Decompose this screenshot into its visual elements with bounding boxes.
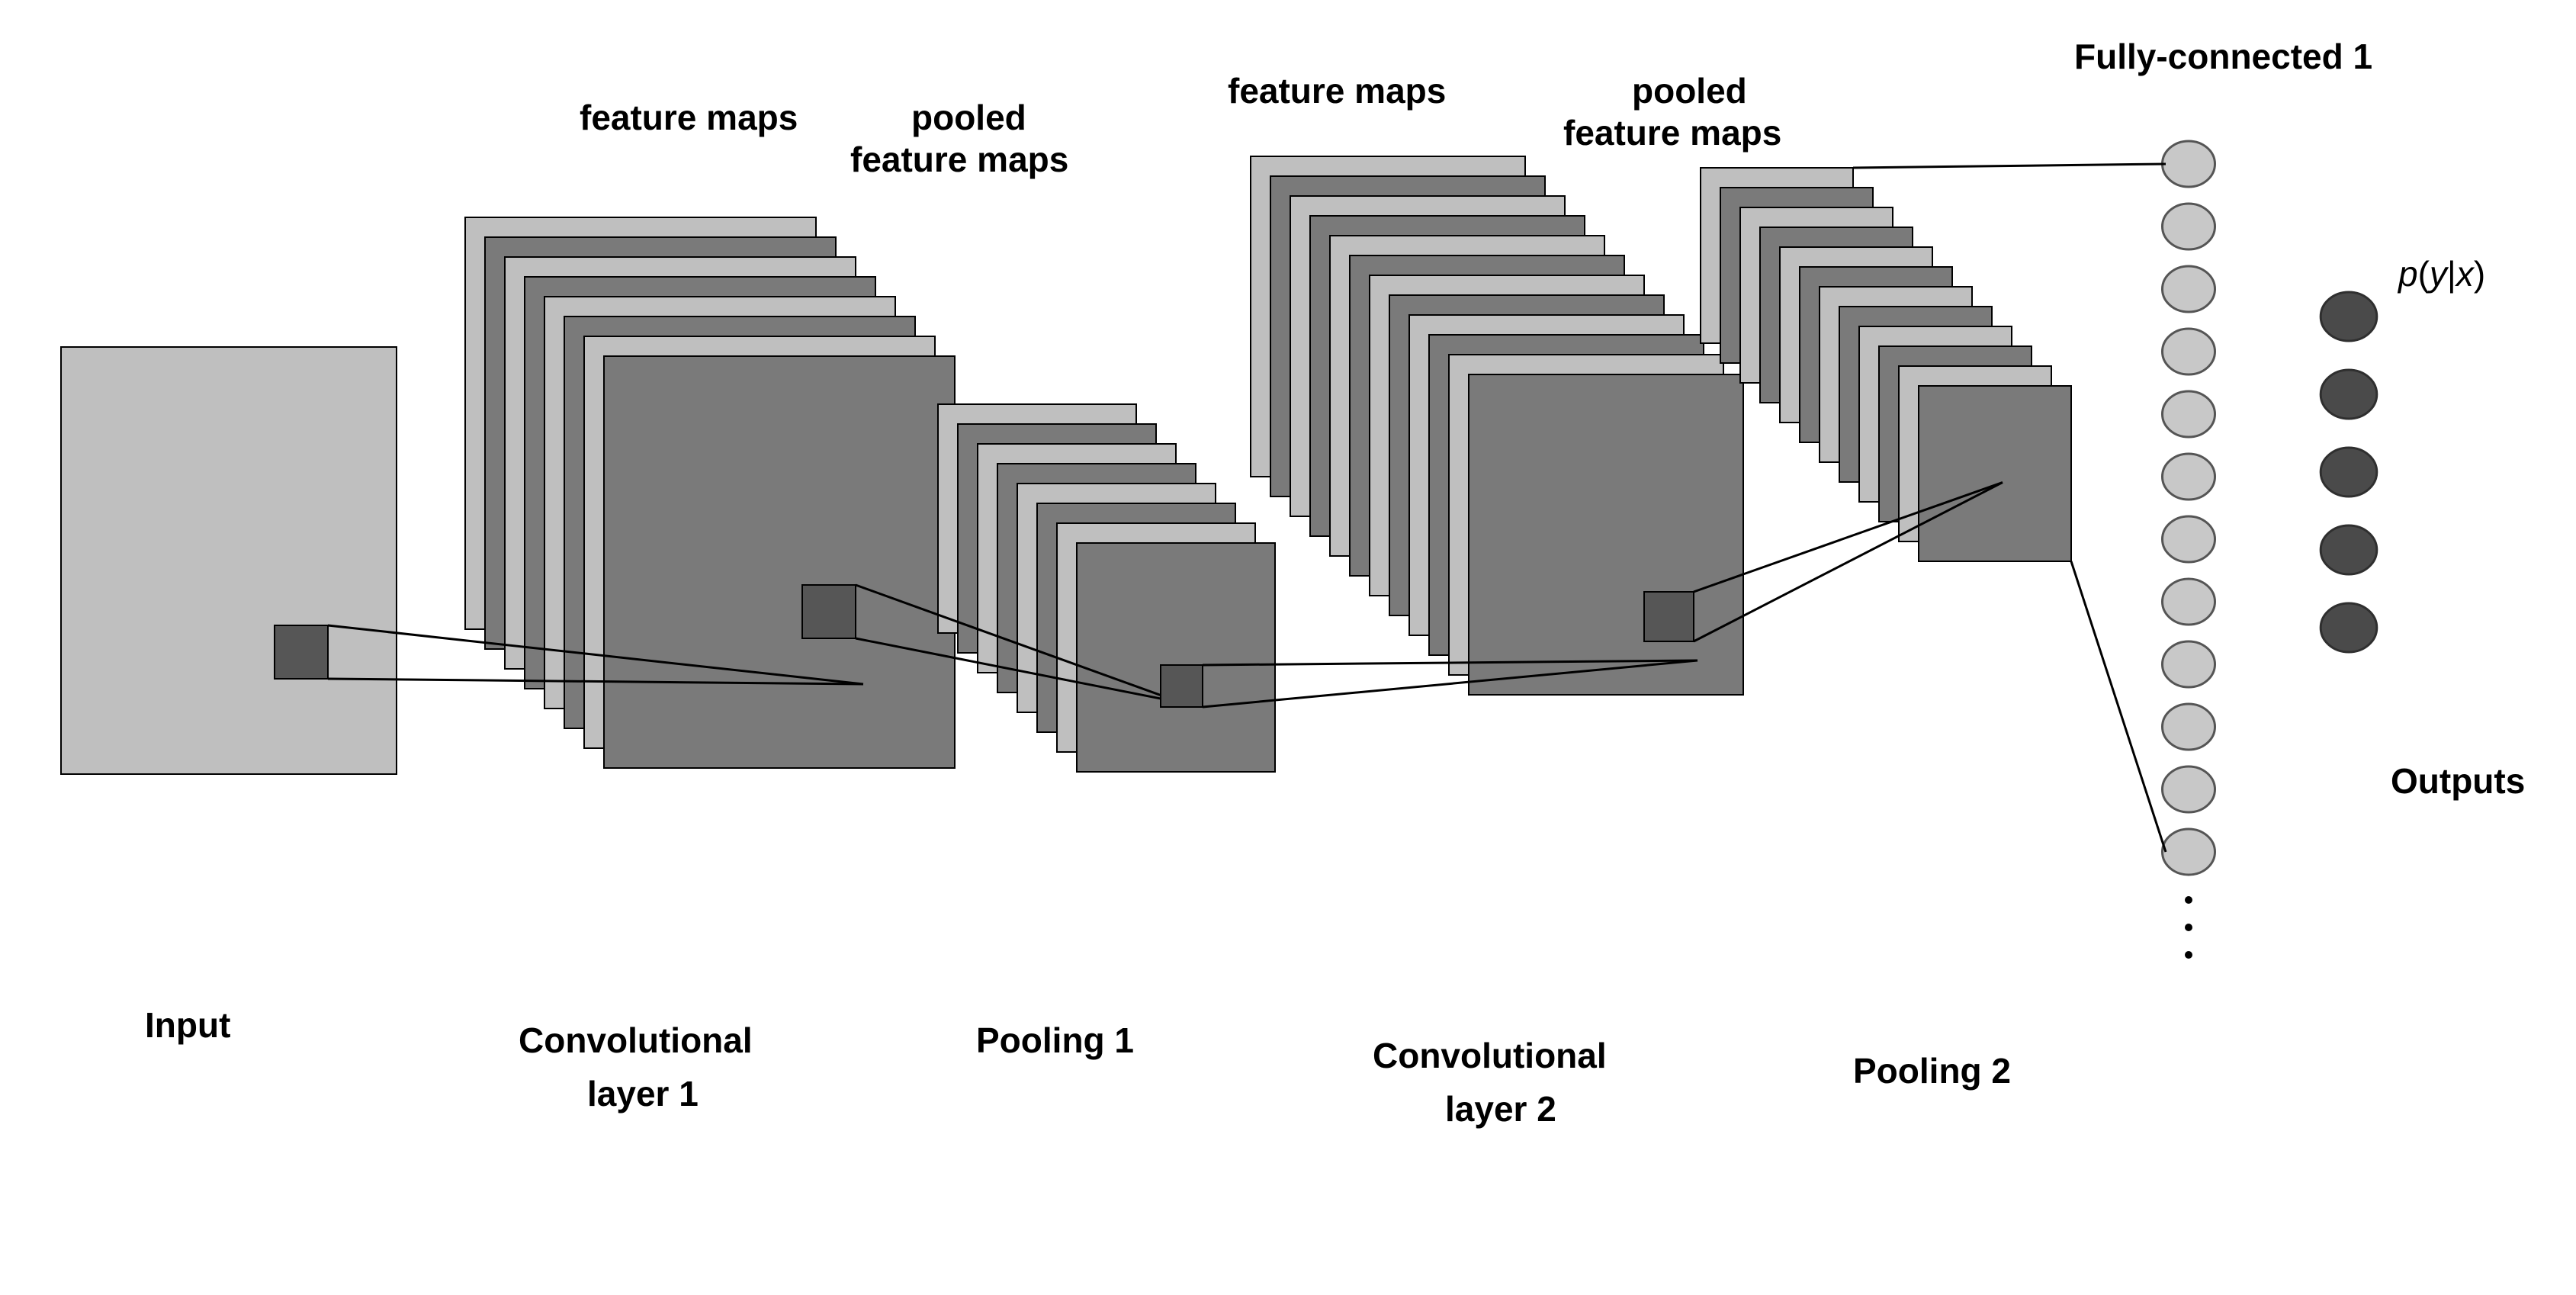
label-conv2-top: feature maps	[1228, 71, 1446, 111]
ellipsis-dot	[2185, 951, 2192, 959]
output-node	[2321, 292, 2377, 341]
fc-node	[2163, 829, 2215, 875]
fc-node	[2163, 641, 2215, 687]
output-node	[2321, 525, 2377, 574]
fc-node	[2163, 704, 2215, 750]
pool1-map	[1077, 543, 1275, 772]
cnn-diagram: feature mapspooledfeature mapsfeature ma…	[0, 0, 2576, 1295]
input-patch	[275, 625, 328, 679]
fc-node	[2163, 454, 2215, 500]
label-pool2-b: Pooling 2	[1853, 1051, 2011, 1091]
label-conv2-b1: Convolutional	[1373, 1036, 1607, 1075]
label-prob: p(y|x)	[2397, 254, 2485, 294]
ellipsis-dot	[2185, 896, 2192, 904]
fc-node	[2163, 141, 2215, 187]
label-fc-top: Fully-connected 1	[2074, 37, 2372, 76]
pool2-map	[1919, 386, 2071, 561]
fc-node	[2163, 329, 2215, 374]
label-outputs: Outputs	[2391, 761, 2525, 801]
fc-node	[2163, 766, 2215, 812]
output-node	[2321, 603, 2377, 652]
label-pool1-top-l1: pooled	[911, 98, 1026, 137]
label-conv1-top: feature maps	[580, 98, 798, 137]
label-pool1-b: Pooling 1	[976, 1020, 1134, 1060]
label-pool1-top-l2: feature maps	[850, 140, 1068, 179]
label-pool2-top-l2: feature maps	[1563, 113, 1781, 153]
conv1-patch	[802, 585, 856, 638]
conv2-patch	[1644, 592, 1694, 641]
fc-node	[2163, 204, 2215, 249]
ellipsis-dot	[2185, 924, 2192, 931]
label-input: Input	[145, 1005, 230, 1045]
fc-node	[2163, 579, 2215, 625]
fc-node	[2163, 516, 2215, 562]
conv1-map	[604, 356, 955, 768]
output-node	[2321, 448, 2377, 496]
output-node	[2321, 370, 2377, 419]
pool1-patch	[1161, 665, 1203, 707]
label-conv2-b2: layer 2	[1445, 1089, 1556, 1129]
fc-node	[2163, 391, 2215, 437]
label-conv1-b1: Convolutional	[519, 1020, 753, 1060]
input-image	[61, 347, 397, 774]
label-pool2-top-l2: pooled	[1632, 71, 1747, 111]
label-conv1-b2: layer 1	[587, 1074, 699, 1113]
fc-node	[2163, 266, 2215, 312]
conv2-map	[1469, 374, 1743, 695]
